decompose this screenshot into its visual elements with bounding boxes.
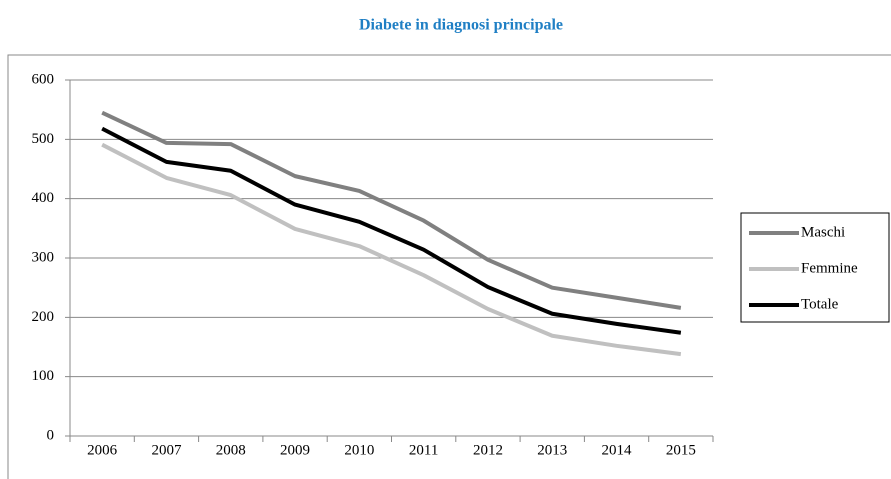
y-tick-label: 0	[47, 427, 55, 443]
x-tick-label: 2014	[602, 442, 633, 458]
legend-label: Totale	[801, 296, 839, 312]
x-tick-label: 2011	[409, 442, 438, 458]
x-tick-label: 2012	[473, 442, 503, 458]
chart-title: Diabete in diagnosi principale	[359, 17, 563, 34]
legend-box	[740, 212, 890, 323]
y-tick-label: 500	[32, 131, 55, 147]
x-tick-label: 2009	[280, 442, 310, 458]
y-tick-label: 600	[32, 71, 55, 87]
x-tick-label: 2013	[537, 442, 567, 458]
legend-label: Maschi	[801, 224, 845, 240]
y-tick-label: 200	[32, 309, 55, 325]
x-tick-label: 2007	[151, 442, 182, 458]
line-series	[101, 110, 682, 310]
x-tick-label: 2010	[344, 442, 374, 458]
chart-frame	[7, 54, 891, 479]
x-tick-label: 2015	[666, 442, 696, 458]
line-series	[101, 126, 682, 335]
line-series	[101, 142, 682, 357]
x-tick-label: 2008	[216, 442, 246, 458]
x-tick-label: 2006	[87, 442, 118, 458]
y-tick-label: 100	[32, 368, 55, 384]
legend-label: Femmine	[801, 260, 858, 276]
y-tick-label: 400	[32, 190, 55, 206]
y-tick-label: 300	[32, 249, 55, 265]
